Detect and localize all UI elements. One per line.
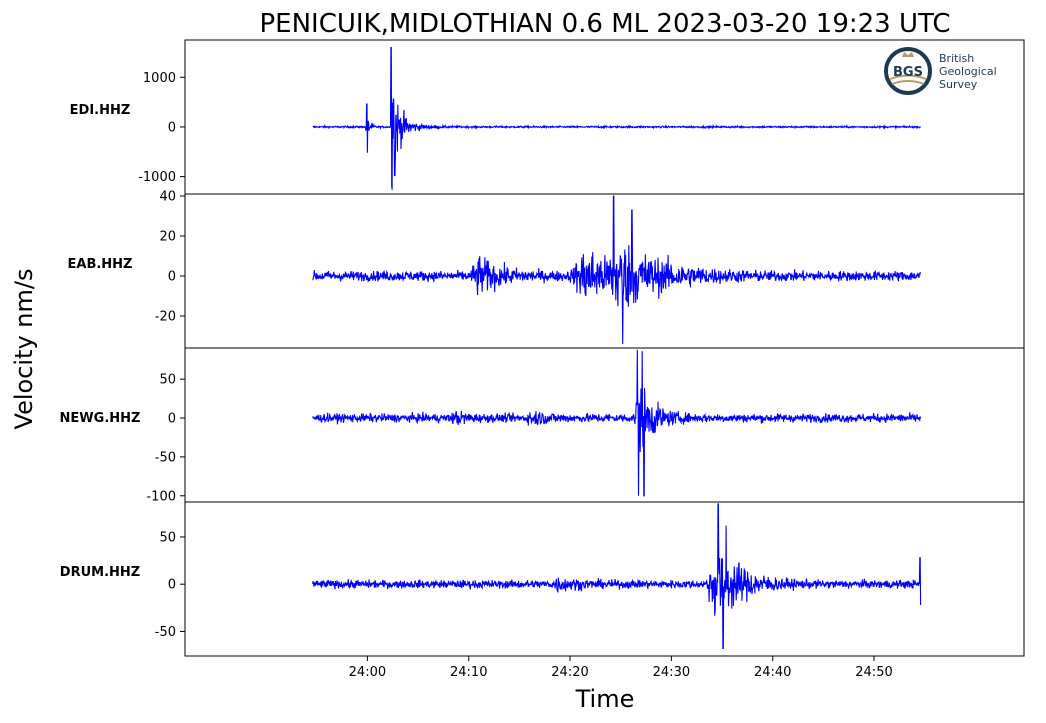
waveform-line [312, 195, 921, 345]
x-ticks-group: 24:00 24:10 24:20 24:30 24:40 24:50 [349, 656, 893, 680]
panel-frame [184, 347, 1025, 503]
logo-wave-icon [889, 74, 927, 80]
y-tick-label: 40 [159, 190, 176, 205]
x-tick-label: 24:30 [653, 665, 690, 680]
waveform-line [312, 349, 922, 497]
y-tick-label: -20 [155, 310, 176, 325]
panels-group: 10000-1000EDI.HHZ40200-20EAB.HHZ500-50-1… [60, 39, 1025, 657]
y-tick-label: -50 [155, 625, 176, 640]
logo-line-2: Geological [939, 65, 997, 78]
station-label: EAB.HHZ [68, 257, 133, 272]
crown-icon [902, 52, 914, 57]
y-tick-label: 0 [168, 270, 176, 285]
y-tick-label: 0 [168, 120, 176, 135]
waveform-line [312, 503, 922, 649]
y-tick-label: -50 [155, 450, 176, 465]
chart-title: PENICUIK,MIDLOTHIAN 0.6 ML 2023-03-20 19… [259, 9, 950, 39]
panel-drum-hhz: 50 0 -50 DRUM.HHZ [60, 501, 1025, 657]
station-label: DRUM.HHZ [60, 565, 140, 580]
y-tick-label: -100 [146, 489, 176, 504]
waveform-line [312, 46, 921, 190]
y-tick-label: 20 [159, 230, 176, 245]
panel-frame [184, 501, 1025, 657]
x-tick-label: 24:50 [855, 665, 892, 680]
y-tick-label: 0 [168, 578, 176, 593]
y-tick-label: 1000 [143, 71, 176, 86]
y-tick-label: 50 [159, 373, 176, 388]
logo-line-1: British [939, 52, 974, 65]
station-label: NEWG.HHZ [60, 411, 141, 426]
y-tick-label: 0 [168, 412, 176, 427]
x-tick-label: 24:00 [349, 665, 386, 680]
logo-line-3: Survey [939, 78, 978, 91]
panel-edi-hhz: 1000 0 -1000 EDI.HHZ [70, 39, 1025, 195]
logo-abbr: BGS [893, 65, 923, 80]
panel-eab-hhz: 40 20 0 -20 EAB.HHZ [68, 190, 1025, 349]
logo-wave2-icon [891, 80, 925, 85]
y-axis-label: Velocity nm/s [10, 269, 38, 430]
station-label: EDI.HHZ [70, 103, 131, 118]
x-tick-label: 24:20 [551, 665, 588, 680]
x-tick-label: 24:40 [754, 665, 791, 680]
x-axis-label: Time [575, 685, 635, 713]
y-tick-label: -1000 [138, 170, 176, 185]
bgs-logo: BGS British Geological Survey [884, 47, 997, 95]
y-tick-label: 50 [159, 530, 176, 545]
x-tick-label: 24:10 [450, 665, 487, 680]
panel-newg-hhz: 50 0 -50 -100 NEWG.HHZ [60, 347, 1025, 504]
